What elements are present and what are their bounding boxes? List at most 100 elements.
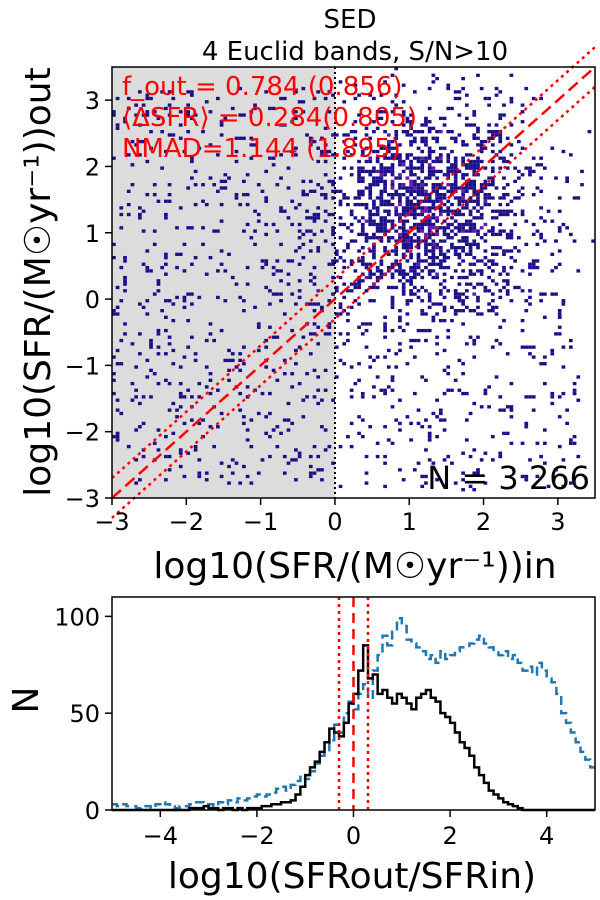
heatmap-cell <box>308 272 313 276</box>
heatmap-cell <box>431 166 436 170</box>
heatmap-cell <box>145 96 150 101</box>
heatmap-cell <box>260 265 265 270</box>
heatmap-cell <box>308 239 313 243</box>
heatmap-cell <box>409 438 413 442</box>
heatmap-cell <box>479 139 484 144</box>
heatmap-cell <box>412 139 417 144</box>
heatmap-cell <box>379 259 384 263</box>
heatmap-cell <box>156 199 161 203</box>
heatmap-cell <box>316 289 321 293</box>
heatmap-cell <box>134 458 139 462</box>
heatmap-cell <box>379 239 384 243</box>
heatmap-cell <box>498 209 503 213</box>
heatmap-cell <box>368 236 373 240</box>
heatmap-cell <box>401 272 406 276</box>
heatmap-cell <box>412 275 417 280</box>
heatmap-cell <box>509 123 514 127</box>
heatmap-cell <box>483 186 488 190</box>
heatmap-cell <box>360 259 365 263</box>
heatmap-cell <box>528 395 532 399</box>
heatmap-cell <box>438 411 443 416</box>
heatmap-cell <box>216 96 220 101</box>
heatmap-cell <box>416 226 421 230</box>
heatmap-cell <box>383 249 387 253</box>
heatmap-cell <box>368 322 373 326</box>
heatmap-cell <box>271 428 276 432</box>
heatmap-cell <box>438 418 443 422</box>
heatmap-cell <box>461 249 465 253</box>
heatmap-cell <box>375 149 380 154</box>
heatmap-cell <box>398 153 402 157</box>
heatmap-cell <box>242 309 246 313</box>
heatmap-cell <box>227 252 231 256</box>
heatmap-cell <box>412 355 417 359</box>
heatmap-cell <box>346 289 350 293</box>
heatmap-cell <box>494 186 499 190</box>
y-tick-label: 2 <box>85 153 100 181</box>
heatmap-cell <box>279 153 283 157</box>
heatmap-cell <box>353 96 358 101</box>
heatmap-cell <box>178 110 183 114</box>
heatmap-cell <box>461 471 465 475</box>
heatmap-cell <box>416 252 421 256</box>
heatmap-cell <box>301 192 306 197</box>
heatmap-cell <box>115 312 120 316</box>
heatmap-cell <box>409 192 413 197</box>
heatmap-cell <box>249 444 254 449</box>
hist-x-axis-ticks: −4 −2 0 2 4 <box>143 810 554 850</box>
heatmap-cell <box>412 196 417 200</box>
heatmap-cell <box>479 259 484 263</box>
heatmap-cell <box>461 269 465 273</box>
heatmap-cell <box>360 202 365 207</box>
heatmap-cell <box>372 395 376 399</box>
heatmap-cell <box>364 345 369 349</box>
heatmap-cell <box>431 222 436 227</box>
heatmap-cell <box>416 206 421 210</box>
heatmap-cell <box>145 113 150 117</box>
heatmap-cell <box>390 219 395 223</box>
heatmap-cell <box>290 421 295 426</box>
heatmap-cell <box>542 441 547 445</box>
heatmap-cell <box>386 199 391 203</box>
heatmap-cell <box>468 212 473 217</box>
heatmap-cell <box>349 282 354 286</box>
heatmap-cell <box>461 159 465 164</box>
heatmap-cell <box>308 216 313 220</box>
heatmap-cell <box>204 385 209 389</box>
heatmap-cell <box>450 186 454 190</box>
heatmap-cell <box>472 169 477 174</box>
y-tick-label: 0 <box>85 797 100 825</box>
heatmap-cell <box>156 282 161 286</box>
heatmap-cell <box>327 332 332 336</box>
chart-title-line2: 4 Euclid bands, S/N>10 <box>202 37 508 67</box>
heatmap-cell <box>464 252 469 256</box>
heatmap-cell <box>316 90 321 94</box>
heatmap-cell <box>464 186 469 190</box>
heatmap-cell <box>386 146 391 150</box>
heatmap-cell <box>472 488 477 492</box>
heatmap-cell <box>472 136 477 140</box>
heatmap-cell <box>502 186 506 190</box>
heatmap-cell <box>424 418 428 422</box>
heatmap-cell <box>487 123 491 127</box>
heatmap-cell <box>576 375 581 379</box>
heatmap-cell <box>360 226 365 230</box>
heatmap-cell <box>479 216 484 220</box>
heatmap-cell <box>412 189 417 193</box>
heatmap-cell <box>542 292 547 296</box>
heatmap-cell <box>390 196 395 200</box>
heatmap-cell <box>204 478 209 482</box>
heatmap-cell <box>227 464 231 469</box>
heatmap-cell <box>390 139 395 144</box>
heatmap-cell <box>245 395 250 399</box>
heatmap-cell <box>487 259 491 263</box>
heatmap-cell <box>450 189 454 193</box>
heatmap-cell <box>494 86 499 91</box>
heatmap-cell <box>390 265 395 270</box>
heatmap-cell <box>450 163 454 167</box>
heatmap-cell <box>420 299 425 303</box>
heatmap-cell <box>297 236 302 240</box>
heatmap-cell <box>346 312 350 316</box>
heatmap-cell <box>204 471 209 475</box>
